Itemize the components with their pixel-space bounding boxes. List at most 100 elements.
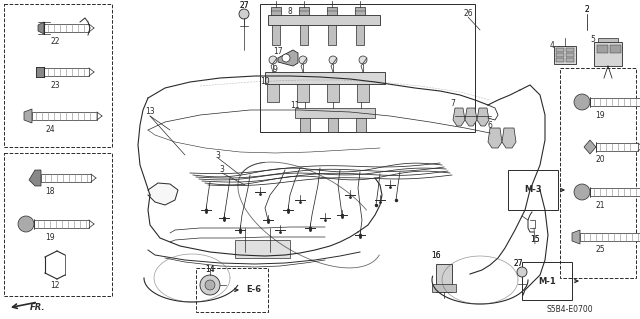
Circle shape	[574, 184, 590, 200]
Bar	[594, 42, 622, 66]
Text: 4: 4	[550, 41, 554, 49]
Bar	[522, 262, 572, 300]
Circle shape	[239, 9, 249, 19]
Bar	[267, 84, 279, 102]
Text: 10: 10	[260, 78, 270, 86]
Polygon shape	[29, 170, 41, 186]
Bar	[299, 7, 309, 15]
Polygon shape	[24, 109, 32, 123]
Polygon shape	[465, 108, 477, 126]
Bar	[268, 15, 380, 25]
Text: 27: 27	[513, 258, 523, 268]
Bar	[4, 4, 112, 147]
Text: 16: 16	[431, 250, 441, 259]
Bar	[355, 7, 365, 15]
Bar	[590, 188, 640, 196]
Bar	[327, 84, 339, 102]
Text: 3: 3	[220, 166, 225, 174]
Text: 14: 14	[205, 265, 215, 275]
Bar	[265, 72, 385, 84]
Text: 22: 22	[51, 38, 60, 47]
Bar	[432, 284, 456, 292]
Text: 18: 18	[45, 188, 55, 197]
Text: 12: 12	[51, 280, 60, 290]
Text: 3: 3	[216, 151, 220, 160]
Bar	[41, 174, 91, 182]
Bar	[556, 58, 564, 62]
Bar	[566, 58, 574, 62]
Text: 27: 27	[239, 2, 249, 11]
Text: 5: 5	[591, 35, 595, 44]
Text: M-3: M-3	[524, 186, 542, 195]
Polygon shape	[477, 108, 489, 126]
Bar	[508, 170, 558, 210]
Text: 16: 16	[431, 250, 441, 259]
Text: 15: 15	[530, 235, 540, 244]
Text: 8: 8	[287, 8, 292, 17]
Bar	[357, 84, 369, 102]
Bar	[328, 118, 338, 132]
Bar	[597, 45, 608, 53]
Text: 19: 19	[595, 110, 605, 120]
Polygon shape	[572, 230, 580, 244]
Bar	[566, 53, 574, 57]
Bar	[610, 45, 621, 53]
Text: 13: 13	[145, 108, 155, 116]
Circle shape	[282, 54, 290, 62]
Text: 15: 15	[530, 235, 540, 244]
Circle shape	[329, 56, 337, 64]
Text: 2: 2	[584, 5, 589, 14]
Bar	[271, 7, 281, 15]
Text: 27: 27	[513, 258, 523, 268]
Text: 11: 11	[291, 100, 300, 109]
Text: M-1: M-1	[538, 277, 556, 286]
Circle shape	[205, 280, 215, 290]
Text: 21: 21	[595, 202, 605, 211]
Bar	[580, 233, 640, 241]
Bar	[554, 46, 576, 64]
Bar	[32, 112, 97, 120]
Polygon shape	[488, 128, 502, 148]
Text: S5B4-E0700: S5B4-E0700	[547, 306, 593, 315]
Bar	[4, 153, 112, 296]
Bar	[196, 268, 268, 312]
Circle shape	[574, 94, 590, 110]
Text: 26: 26	[463, 9, 473, 18]
Bar	[235, 240, 290, 258]
Text: 7: 7	[451, 100, 456, 108]
Circle shape	[299, 56, 307, 64]
Bar	[356, 25, 364, 45]
Text: FR.: FR.	[30, 302, 45, 311]
Bar	[300, 25, 308, 45]
Bar	[598, 38, 618, 42]
Bar	[327, 7, 337, 15]
Bar	[560, 68, 636, 278]
Text: 9: 9	[273, 65, 277, 75]
Polygon shape	[38, 22, 44, 34]
Polygon shape	[453, 108, 465, 126]
Polygon shape	[502, 128, 516, 148]
Text: 20: 20	[595, 155, 605, 165]
Circle shape	[359, 56, 367, 64]
Bar	[260, 4, 475, 132]
Bar	[272, 25, 280, 45]
Bar	[297, 84, 309, 102]
Circle shape	[269, 56, 277, 64]
Text: 19: 19	[45, 234, 55, 242]
Text: 24: 24	[45, 125, 55, 135]
Text: 14: 14	[205, 265, 215, 275]
Text: E-6: E-6	[246, 286, 262, 294]
Polygon shape	[148, 183, 178, 205]
Polygon shape	[584, 140, 596, 154]
Bar	[596, 143, 638, 151]
Bar	[590, 98, 640, 106]
Bar	[36, 67, 44, 77]
Circle shape	[517, 267, 527, 277]
Bar	[556, 48, 564, 52]
Circle shape	[200, 275, 220, 295]
Bar	[556, 53, 564, 57]
Text: 2: 2	[584, 5, 589, 14]
Text: 23: 23	[50, 81, 60, 91]
Text: 17: 17	[273, 48, 283, 56]
Bar	[436, 264, 452, 292]
